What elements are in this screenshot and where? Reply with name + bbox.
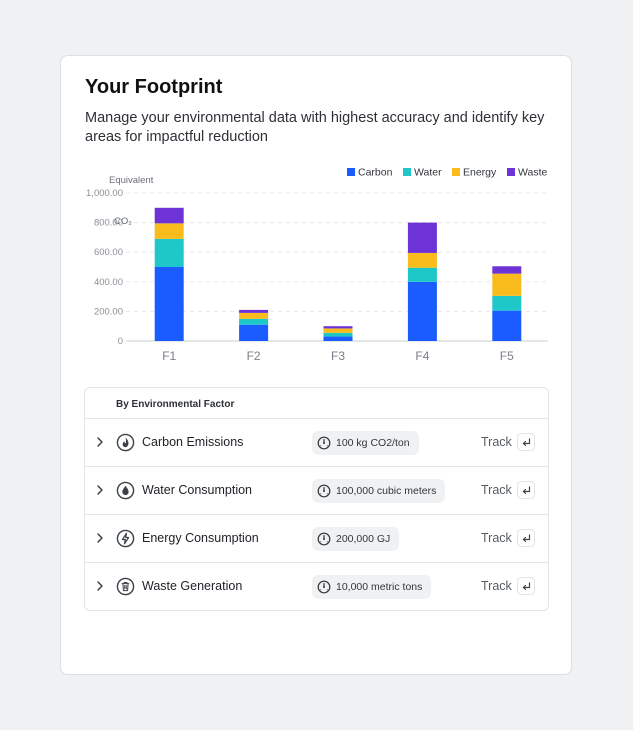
- enter-key-button[interactable]: [517, 481, 535, 499]
- bar-segment-energy[interactable]: [154, 223, 184, 239]
- bar-segment-water[interactable]: [154, 238, 184, 267]
- bar-segment-water[interactable]: [492, 295, 522, 311]
- factor-value: 200,000 GJ: [336, 533, 391, 545]
- enter-key-button[interactable]: [517, 577, 535, 595]
- enter-icon: [522, 438, 531, 447]
- x-tick-label: F2: [247, 349, 261, 363]
- bar-segment-water[interactable]: [239, 318, 269, 325]
- factor-row-waste[interactable]: Waste Generation 10,000 metric tons Trac…: [85, 563, 548, 611]
- bar-segment-waste[interactable]: [154, 207, 184, 224]
- factor-value-badge: 200,000 GJ: [312, 527, 400, 551]
- bar-segment-energy[interactable]: [492, 273, 522, 296]
- page-title: Your Footprint: [85, 76, 223, 98]
- bar-segment-water[interactable]: [323, 332, 353, 337]
- factor-label: Carbon Emissions: [142, 435, 244, 449]
- factor-value: 100,000 cubic meters: [336, 485, 437, 497]
- chevron-right-icon[interactable]: [95, 484, 105, 496]
- gauge-icon: [317, 484, 331, 498]
- y-tick-label: 200.00: [94, 306, 123, 317]
- flame-icon: [116, 433, 135, 452]
- factor-value: 100 kg CO2/ton: [336, 437, 410, 449]
- y-tick-label: 0: [118, 336, 123, 347]
- y-axis-label: CO₂: [114, 216, 132, 227]
- legend-swatch-carbon: [347, 168, 355, 176]
- gauge-icon: [317, 580, 331, 594]
- chevron-right-icon[interactable]: [95, 532, 105, 544]
- factor-label: Energy Consumption: [142, 531, 259, 545]
- legend-label: Energy: [463, 167, 497, 179]
- environmental-factor-panel: By Environmental Factor Carbon Emissions…: [84, 387, 549, 611]
- footprint-card: Your Footprint Manage your environmental…: [60, 55, 572, 675]
- bar-segment-water[interactable]: [407, 267, 437, 282]
- trash-icon: [116, 577, 135, 596]
- bar-segment-carbon[interactable]: [492, 310, 522, 341]
- bar-segment-waste[interactable]: [407, 222, 437, 253]
- legend-label: Carbon: [358, 167, 393, 179]
- enter-icon: [522, 486, 531, 495]
- track-button-label[interactable]: Track: [481, 531, 512, 545]
- bar-segment-waste[interactable]: [492, 266, 522, 274]
- factor-row-carbon[interactable]: Carbon Emissions 100 kg CO2/ton Track: [85, 419, 548, 467]
- legend-label: Waste: [518, 167, 548, 179]
- footprint-chart: 0 200.00 400.00 600.00 800.00 1,000.00 F1 F2 F3…: [86, 167, 548, 363]
- bar-segment-carbon[interactable]: [239, 324, 269, 341]
- bar-segment-carbon[interactable]: [323, 336, 353, 341]
- bar-segment-carbon[interactable]: [154, 267, 184, 341]
- enter-icon: [522, 534, 531, 543]
- factor-label: Waste Generation: [142, 579, 243, 593]
- bar-segment-waste[interactable]: [323, 326, 353, 329]
- enter-icon: [522, 582, 531, 591]
- lightning-icon: [116, 529, 135, 548]
- factor-value: 10,000 metric tons: [336, 581, 423, 593]
- factor-row-water[interactable]: Water Consumption 100,000 cubic meters T…: [85, 467, 548, 515]
- y-tick-label: 600.00: [94, 247, 123, 258]
- factor-value-badge: 10,000 metric tons: [312, 575, 432, 599]
- y-tick-label: 800.00: [94, 218, 123, 229]
- chevron-right-icon[interactable]: [95, 580, 105, 592]
- x-tick-label: F5: [500, 349, 514, 363]
- gauge-icon: [317, 436, 331, 450]
- enter-key-button[interactable]: [517, 433, 535, 451]
- legend-swatch-waste: [507, 168, 515, 176]
- bar-segment-energy[interactable]: [407, 252, 437, 268]
- x-tick-label: F4: [415, 349, 429, 363]
- factor-label: Water Consumption: [142, 483, 252, 497]
- bar-segment-carbon[interactable]: [407, 281, 437, 341]
- y-tick-label: 1,000.00: [86, 188, 123, 199]
- track-button-label[interactable]: Track: [481, 483, 512, 497]
- factor-row-energy[interactable]: Energy Consumption 200,000 GJ Track: [85, 515, 548, 563]
- legend-label: Water: [414, 167, 442, 179]
- bar-segment-waste[interactable]: [239, 309, 269, 313]
- chevron-right-icon[interactable]: [95, 436, 105, 448]
- bar-segment-energy[interactable]: [323, 328, 353, 333]
- legend-swatch-water: [403, 168, 411, 176]
- bar-segment-energy[interactable]: [239, 312, 269, 319]
- factor-value-badge: 100 kg CO2/ton: [312, 431, 419, 455]
- track-button-label[interactable]: Track: [481, 435, 512, 449]
- y-axis-label-line2: Equivalent: [109, 175, 154, 186]
- y-tick-label: 400.00: [94, 277, 123, 288]
- enter-key-button[interactable]: [517, 529, 535, 547]
- x-tick-label: F1: [162, 349, 176, 363]
- panel-heading: By Environmental Factor: [85, 388, 548, 419]
- legend-swatch-energy: [452, 168, 460, 176]
- x-tick-label: F3: [331, 349, 345, 363]
- gauge-icon: [317, 532, 331, 546]
- droplet-icon: [116, 481, 135, 500]
- track-button-label[interactable]: Track: [481, 579, 512, 593]
- page-subtitle: Manage your environmental data with high…: [85, 110, 545, 145]
- factor-value-badge: 100,000 cubic meters: [312, 479, 446, 503]
